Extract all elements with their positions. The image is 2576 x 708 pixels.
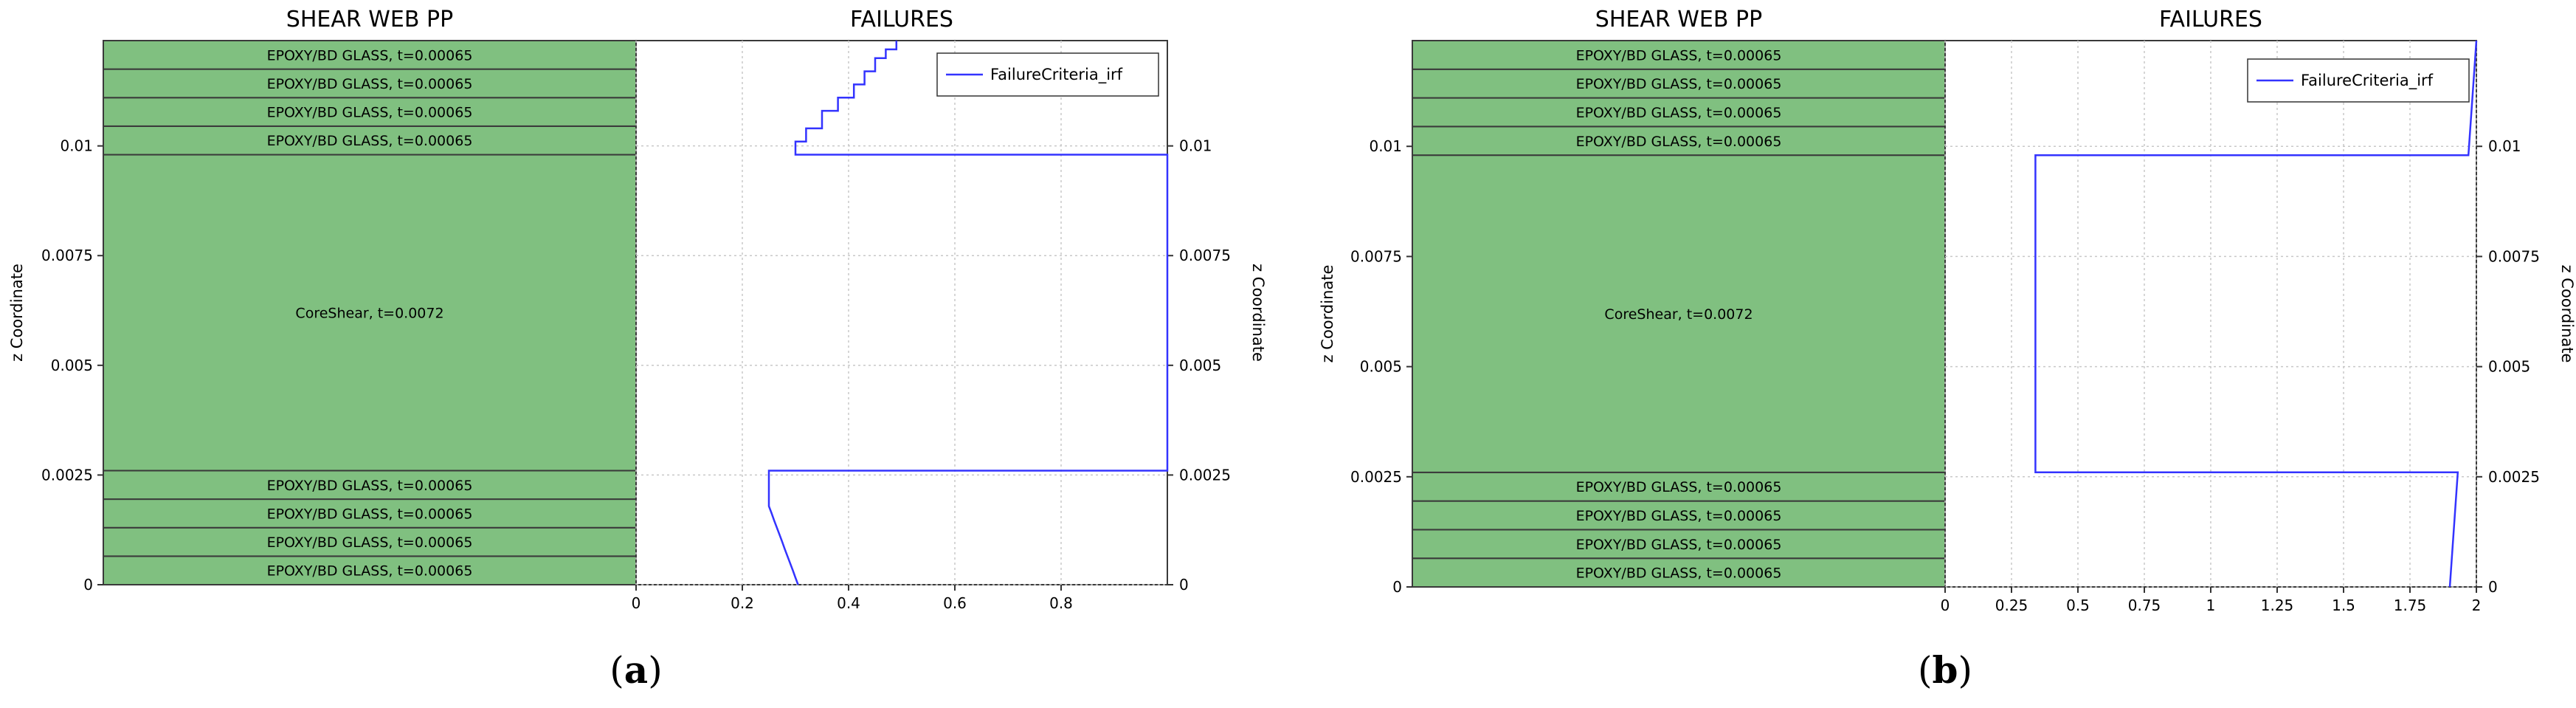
caption-open-paren: (: [610, 649, 624, 692]
y-tick-label-left: 0.005: [51, 357, 93, 374]
caption-open-paren: (: [1918, 649, 1933, 692]
layer-label: EPOXY/BD GLASS, t=0.00065: [267, 535, 473, 551]
stack-layer: [1412, 557, 1946, 588]
y-tick-label-left: 0.0075: [41, 247, 93, 264]
y-tick-label-left: 0: [83, 576, 93, 594]
caption-letter: a: [624, 648, 648, 692]
z-axis-label-right: z Coordinate: [2558, 265, 2576, 363]
layer-label: EPOXY/BD GLASS, t=0.00065: [1576, 47, 1782, 63]
stack-layer: [103, 97, 637, 127]
y-tick-label-right: 0: [1179, 576, 1189, 594]
layer-label: EPOXY/BD GLASS, t=0.00065: [267, 478, 473, 494]
x-tick-label: 1.25: [2261, 597, 2294, 614]
y-tick-label-right: 0.01: [2488, 137, 2521, 155]
failures-title: FAILURES: [850, 7, 953, 32]
x-tick-label: 1.5: [2332, 597, 2355, 614]
y-tick-label-left: 0.01: [1369, 137, 1402, 155]
stack-layer: [1412, 68, 1946, 99]
failure-criteria-line: [2034, 40, 2478, 588]
layer-label: EPOXY/BD GLASS, t=0.00065: [267, 563, 473, 580]
layer-label: EPOXY/BD GLASS, t=0.00065: [1576, 134, 1782, 150]
x-tick-label: 0.25: [1995, 597, 2028, 614]
x-tick-label: 1: [2206, 597, 2216, 614]
plot-frame: [635, 40, 1168, 585]
plot-frame: [1944, 40, 2477, 588]
y-tick-label-right: 0.0025: [1179, 466, 1231, 484]
layer-label: CoreShear, t=0.0072: [1604, 306, 1753, 323]
stack-title: SHEAR WEB PP: [1595, 7, 1762, 32]
figure-caption: (a): [610, 648, 662, 692]
x-tick-label: 2: [2472, 597, 2482, 614]
y-tick-label-right: 0.01: [1179, 137, 1212, 155]
x-tick-label: 0: [1941, 597, 1950, 614]
x-tick-label: 0.2: [731, 594, 754, 612]
stack-layer: [1412, 154, 1946, 473]
y-tick-label-right: 0.005: [1179, 357, 1221, 374]
y-tick-label-left: 0.01: [60, 137, 93, 155]
legend-label: FailureCriteria_irf: [990, 66, 1123, 84]
stack-layer: [1412, 471, 1946, 502]
x-tick-label: 0: [632, 594, 641, 612]
x-tick-label: 0.75: [2128, 597, 2161, 614]
stack-layer: [1412, 40, 1946, 70]
z-axis-label-left: z Coordinate: [1319, 265, 1336, 363]
y-tick-label-right: 0: [2488, 578, 2498, 596]
y-tick-label-right: 0.005: [2488, 358, 2530, 376]
y-tick-label-right: 0.0075: [2488, 247, 2540, 265]
x-tick-label: 0.5: [2066, 597, 2090, 614]
failure-criteria-line: [767, 41, 1169, 585]
y-tick-label-right: 0.0025: [2488, 468, 2540, 486]
y-tick-label-left: 0.0075: [1350, 247, 1402, 265]
y-tick-label-left: 0.005: [1360, 358, 1402, 376]
stack-layer: [103, 40, 637, 70]
stack-layer: [103, 125, 637, 156]
layer-label: EPOXY/BD GLASS, t=0.00065: [1576, 76, 1782, 92]
x-tick-label: 0.6: [943, 594, 967, 612]
layer-label: EPOXY/BD GLASS, t=0.00065: [267, 506, 473, 522]
stack-layer: [1412, 500, 1946, 531]
stack-layer: [103, 154, 637, 472]
y-tick-label-left: 0.0025: [1350, 468, 1402, 486]
layer-label: CoreShear, t=0.0072: [295, 306, 443, 322]
stack-layer: [1412, 529, 1946, 560]
x-tick-label: 0.4: [837, 594, 860, 612]
layer-label: EPOXY/BD GLASS, t=0.00065: [1576, 105, 1782, 121]
layer-label: EPOXY/BD GLASS, t=0.00065: [1576, 508, 1782, 524]
failures-title: FAILURES: [2159, 7, 2262, 32]
figure-caption: (b): [1918, 648, 1972, 692]
caption-close-paren: ): [1958, 649, 1972, 692]
layer-label: EPOXY/BD GLASS, t=0.00065: [267, 105, 473, 121]
x-tick-label: 0.8: [1049, 594, 1073, 612]
layer-label: EPOXY/BD GLASS, t=0.00065: [1576, 566, 1782, 582]
layer-label: EPOXY/BD GLASS, t=0.00065: [267, 133, 473, 149]
y-tick-label-left: 0.0025: [41, 466, 93, 484]
legend-label: FailureCriteria_irf: [2301, 72, 2434, 90]
x-tick-label: 1.75: [2394, 597, 2427, 614]
caption-letter: b: [1933, 648, 1958, 692]
z-axis-label-left: z Coordinate: [8, 264, 26, 362]
z-axis-label-right: z Coordinate: [1249, 264, 1267, 362]
layer-label: EPOXY/BD GLASS, t=0.00065: [1576, 479, 1782, 495]
stack-layer: [103, 68, 637, 99]
y-tick-label-left: 0: [1392, 578, 1402, 596]
layer-label: EPOXY/BD GLASS, t=0.00065: [1576, 537, 1782, 553]
layer-label: EPOXY/BD GLASS, t=0.00065: [267, 47, 473, 63]
stack-title: SHEAR WEB PP: [286, 7, 453, 32]
layer-label: EPOXY/BD GLASS, t=0.00065: [267, 76, 473, 92]
caption-close-paren: ): [648, 649, 663, 692]
y-tick-label-right: 0.0075: [1179, 247, 1231, 264]
stack-layer: [103, 526, 637, 557]
stack-layer: [103, 555, 637, 586]
